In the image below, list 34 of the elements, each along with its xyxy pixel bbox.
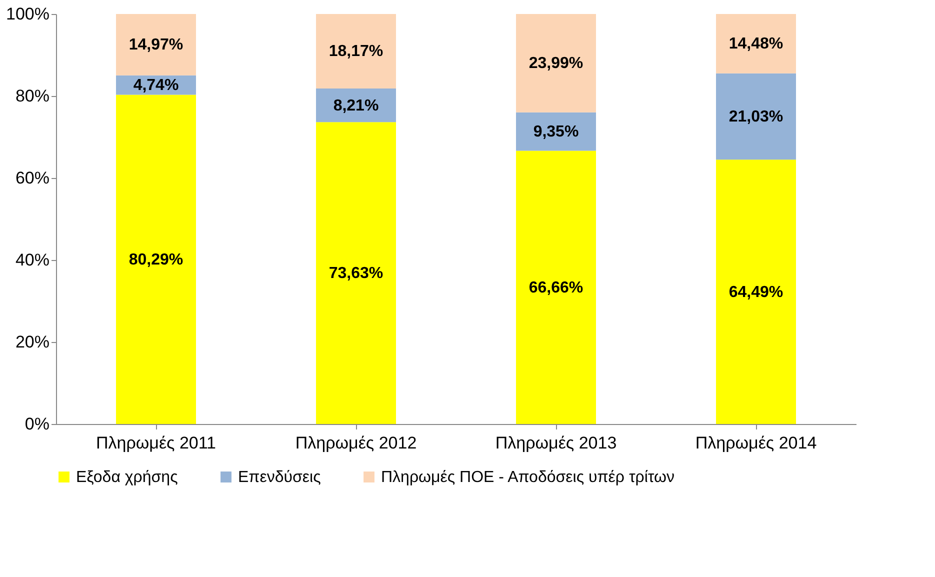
bar — [516, 150, 596, 424]
data-label: 66,66% — [528, 279, 584, 296]
bar — [516, 14, 596, 112]
y-tick-label: 0% — [24, 414, 50, 434]
data-label: 64,49% — [728, 284, 784, 301]
y-tick-label: 40% — [15, 250, 50, 270]
data-label: 23,99% — [528, 55, 584, 72]
x-tick-label: Πληρωμές 2014 — [695, 434, 817, 452]
legend-label: Εξοδα χρήσης — [76, 469, 178, 486]
data-label: 8,21% — [333, 97, 379, 114]
bar — [716, 14, 796, 74]
data-label: 73,63% — [328, 265, 384, 282]
bar — [316, 122, 396, 424]
data-label: 80,29% — [128, 251, 184, 268]
data-label: 4,74% — [133, 77, 179, 94]
legend-label: Πληρωμές ΠΟΕ - Αποδόσεις υπέρ τρίτων — [381, 469, 674, 486]
x-tick-label: Πληρωμές 2012 — [295, 434, 417, 452]
y-tick-label: 20% — [15, 332, 50, 352]
data-label: 21,03% — [728, 108, 784, 126]
bar — [716, 160, 796, 424]
data-label: 14,48% — [728, 36, 784, 53]
data-label: 18,17% — [328, 43, 384, 60]
bar — [716, 73, 796, 160]
data-label: 9,35% — [533, 124, 579, 141]
legend-label: Επενδύσεις — [238, 469, 322, 486]
data-label: 14,97% — [128, 36, 184, 54]
x-tick-label: Πληρωμές 2011 — [96, 434, 216, 452]
bar — [116, 14, 196, 76]
y-tick-label: 100% — [6, 4, 50, 24]
y-tick-label: 80% — [15, 86, 50, 106]
y-tick-label: 60% — [15, 168, 50, 188]
x-tick-label: Πληρωμές 2013 — [495, 434, 617, 452]
bar — [316, 14, 396, 88]
bar — [116, 94, 196, 424]
